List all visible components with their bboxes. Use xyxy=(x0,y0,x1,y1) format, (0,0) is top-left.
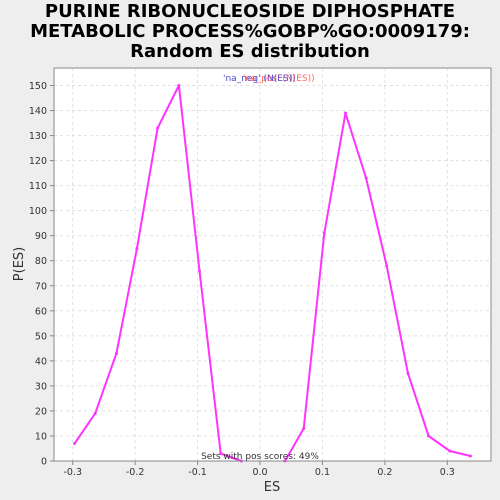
y-tick-label: 0 xyxy=(41,457,47,468)
x-tick-label: 0.3 xyxy=(440,467,455,478)
data-point xyxy=(406,371,410,375)
data-point xyxy=(448,449,452,453)
x-tick-label: -0.3 xyxy=(63,467,82,478)
annotation-text: Sets with pos scores: 49% xyxy=(201,452,319,462)
data-point xyxy=(197,269,201,273)
x-tick-label: -0.2 xyxy=(126,467,145,478)
y-tick-label: 30 xyxy=(35,381,47,392)
chart-title-line: PURINE RIBONUCLEOSIDE DIPHOSPHATE xyxy=(44,1,456,22)
data-point xyxy=(73,441,77,445)
y-tick-label: 60 xyxy=(35,306,47,317)
y-tick-label: 150 xyxy=(29,81,47,92)
plot-frame xyxy=(53,67,492,462)
data-point xyxy=(93,411,97,415)
chart-title-line: Random ES distribution xyxy=(130,41,370,62)
x-axis-label: ES xyxy=(264,480,280,495)
data-point xyxy=(302,426,306,430)
data-point xyxy=(156,126,160,130)
data-point xyxy=(427,434,431,438)
data-point xyxy=(468,454,472,458)
x-tick-label: 0.2 xyxy=(377,467,392,478)
y-tick-label: 110 xyxy=(29,181,47,192)
data-point xyxy=(114,351,118,355)
plot-area xyxy=(54,68,491,461)
legend-label: 'na_neg' (N(ES)) xyxy=(223,74,296,84)
y-axis-label: P(ES) xyxy=(12,247,27,281)
y-tick-label: 130 xyxy=(29,131,47,142)
chart-title: PURINE RIBONUCLEOSIDE DIPHOSPHATE METABO… xyxy=(0,2,500,62)
y-tick-label: 10 xyxy=(35,431,47,442)
y-tick-label: 40 xyxy=(35,356,47,367)
x-axis: -0.3 -0.2 -0.1 0.0 0.1 0.2 0.3 xyxy=(63,461,455,478)
y-tick-label: 90 xyxy=(35,231,47,242)
data-point xyxy=(219,451,223,455)
data-point xyxy=(364,176,368,180)
y-tick-label: 120 xyxy=(29,156,47,167)
x-tick-label: 0.1 xyxy=(315,467,330,478)
y-tick-label: 50 xyxy=(35,331,47,342)
chart-title-line: METABOLIC PROCESS%GOBP%GO:0009179: xyxy=(30,21,470,42)
y-axis: 0 10 20 30 40 50 60 70 80 90 100 110 120 130 140 150 xyxy=(29,81,54,468)
data-point xyxy=(322,231,326,235)
y-tick-label: 80 xyxy=(35,256,47,267)
data-point xyxy=(385,264,389,268)
series-line xyxy=(284,112,471,462)
x-tick-label: 0.0 xyxy=(252,467,267,478)
data-point xyxy=(135,246,139,250)
y-tick-label: 140 xyxy=(29,106,47,117)
y-tick-label: 20 xyxy=(35,406,47,417)
series-layer xyxy=(73,84,472,463)
data-point xyxy=(344,111,348,115)
data-point xyxy=(177,84,181,88)
x-tick-label: -0.1 xyxy=(188,467,207,478)
legend: 'na_neg' (N(ES)) 'na_pos' (N(ES)) xyxy=(223,74,315,84)
y-tick-label: 100 xyxy=(29,206,47,217)
y-tick-label: 70 xyxy=(35,281,47,292)
legend-label: 'na_pos' (N(ES)) xyxy=(243,74,315,84)
